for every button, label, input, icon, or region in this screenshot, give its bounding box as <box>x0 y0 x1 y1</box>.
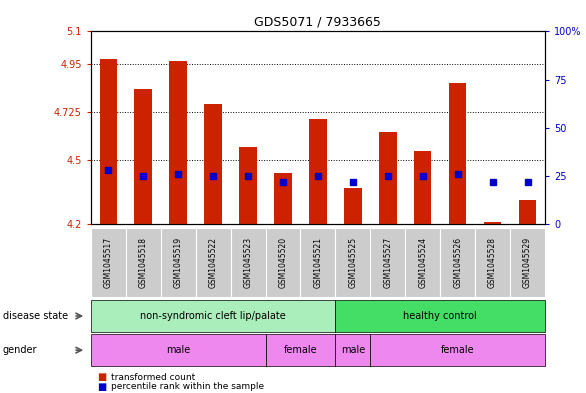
Text: female: female <box>441 345 475 355</box>
Text: GSM1045524: GSM1045524 <box>418 237 427 288</box>
Text: GSM1045521: GSM1045521 <box>314 237 322 288</box>
Text: male: male <box>340 345 365 355</box>
Text: GSM1045528: GSM1045528 <box>488 237 497 288</box>
Text: ■: ■ <box>97 382 106 392</box>
Bar <box>379 132 397 224</box>
Text: male: male <box>166 345 190 355</box>
Text: GSM1045523: GSM1045523 <box>244 237 253 288</box>
Text: GSM1045529: GSM1045529 <box>523 237 532 288</box>
Text: GSM1045527: GSM1045527 <box>383 237 392 288</box>
Text: GSM1045522: GSM1045522 <box>209 237 217 288</box>
Bar <box>484 222 501 224</box>
Bar <box>519 200 536 224</box>
Bar <box>239 147 257 224</box>
Text: transformed count: transformed count <box>111 373 196 382</box>
Text: percentile rank within the sample: percentile rank within the sample <box>111 382 264 391</box>
Text: female: female <box>284 345 317 355</box>
Bar <box>449 83 466 224</box>
Text: healthy control: healthy control <box>403 311 477 321</box>
Bar <box>100 59 117 224</box>
Bar <box>274 173 292 224</box>
Text: gender: gender <box>3 345 38 355</box>
Bar <box>205 104 222 224</box>
Bar <box>309 119 326 224</box>
Bar <box>344 187 362 224</box>
Text: ■: ■ <box>97 372 106 382</box>
Text: GSM1045519: GSM1045519 <box>173 237 183 288</box>
Text: GSM1045517: GSM1045517 <box>104 237 113 288</box>
Bar <box>135 89 152 224</box>
Text: GSM1045520: GSM1045520 <box>278 237 288 288</box>
Text: disease state: disease state <box>3 311 68 321</box>
Text: GSM1045518: GSM1045518 <box>139 237 148 288</box>
Bar <box>169 61 187 224</box>
Title: GDS5071 / 7933665: GDS5071 / 7933665 <box>254 16 381 29</box>
Bar <box>414 151 431 224</box>
Text: GSM1045525: GSM1045525 <box>348 237 357 288</box>
Text: non-syndromic cleft lip/palate: non-syndromic cleft lip/palate <box>140 311 286 321</box>
Text: GSM1045526: GSM1045526 <box>453 237 462 288</box>
